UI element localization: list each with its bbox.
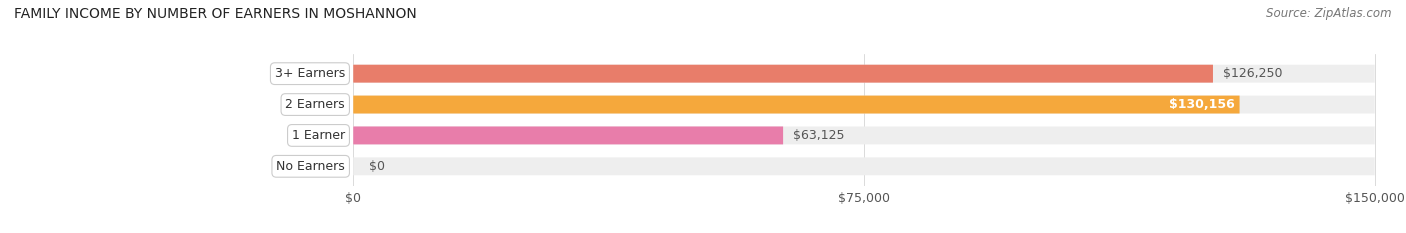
Text: No Earners: No Earners [277, 160, 344, 173]
FancyBboxPatch shape [353, 65, 1213, 83]
FancyBboxPatch shape [353, 96, 1375, 113]
FancyBboxPatch shape [353, 65, 1375, 83]
FancyBboxPatch shape [353, 157, 1375, 175]
Text: $0: $0 [368, 160, 385, 173]
Text: $130,156: $130,156 [1168, 98, 1234, 111]
Text: $126,250: $126,250 [1223, 67, 1282, 80]
Text: $63,125: $63,125 [793, 129, 845, 142]
Text: 2 Earners: 2 Earners [285, 98, 344, 111]
FancyBboxPatch shape [353, 96, 1240, 113]
Text: 1 Earner: 1 Earner [292, 129, 344, 142]
FancyBboxPatch shape [353, 127, 1375, 144]
FancyBboxPatch shape [353, 127, 783, 144]
Text: FAMILY INCOME BY NUMBER OF EARNERS IN MOSHANNON: FAMILY INCOME BY NUMBER OF EARNERS IN MO… [14, 7, 416, 21]
Text: Source: ZipAtlas.com: Source: ZipAtlas.com [1267, 7, 1392, 20]
Text: 3+ Earners: 3+ Earners [274, 67, 344, 80]
